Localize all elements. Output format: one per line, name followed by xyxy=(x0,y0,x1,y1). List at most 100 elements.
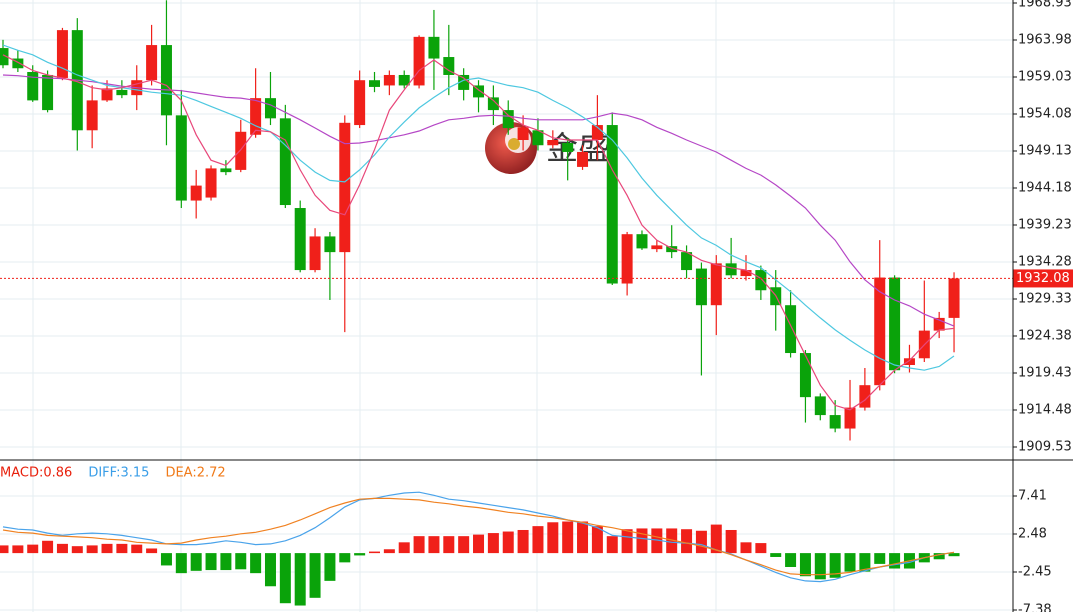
candle-body xyxy=(383,74,395,86)
histogram-bar xyxy=(577,521,589,554)
histogram-bar xyxy=(205,553,217,571)
histogram-bar xyxy=(294,553,306,606)
histogram-bar xyxy=(383,549,395,554)
histogram-bar xyxy=(651,528,663,554)
histogram-bar xyxy=(0,545,9,554)
candle-body xyxy=(874,277,886,386)
histogram-bar xyxy=(591,526,603,554)
histogram-bar xyxy=(473,534,485,554)
y-tick-label: 1924.38 xyxy=(1018,328,1072,343)
candle-body xyxy=(235,131,247,170)
y-tick-label: 1959.03 xyxy=(1018,69,1072,84)
y-tick-label: 1963.98 xyxy=(1018,32,1072,47)
histogram-bar xyxy=(160,553,172,566)
candle-body xyxy=(948,278,960,318)
legend-label: MACD: xyxy=(0,466,43,481)
candle-body xyxy=(12,58,24,69)
candle-body xyxy=(903,358,915,365)
histogram-bar xyxy=(398,542,410,554)
candle-body xyxy=(740,270,752,277)
candle-body xyxy=(86,100,98,131)
histogram-bar xyxy=(487,533,499,554)
candle-body xyxy=(42,74,54,111)
y-tick-label: 1954.08 xyxy=(1018,106,1072,121)
grid xyxy=(0,0,1013,612)
histogram-bar xyxy=(755,543,767,554)
histogram-bar xyxy=(740,542,752,554)
candle-body xyxy=(636,234,648,249)
legend-value: 2.72 xyxy=(197,466,226,481)
candle-body xyxy=(547,140,559,146)
candle-body xyxy=(443,57,455,75)
candle-body xyxy=(502,110,514,129)
histogram-bar xyxy=(56,543,68,554)
y-tick-label: 7.41 xyxy=(1018,488,1047,503)
candle-body xyxy=(829,415,841,429)
line xyxy=(2,497,955,576)
histogram-bar xyxy=(859,553,871,572)
candle-body xyxy=(606,125,618,284)
y-tick-label: 1909.53 xyxy=(1018,439,1072,454)
candle-body xyxy=(264,98,276,119)
candle-body xyxy=(785,305,797,354)
candle-body xyxy=(933,317,945,331)
histogram-bar xyxy=(354,553,366,556)
candle-body xyxy=(428,36,440,59)
candle-body xyxy=(844,407,856,429)
candle-body xyxy=(532,130,544,146)
y-tick-label: -2.45 xyxy=(1018,564,1052,579)
candle-body xyxy=(175,115,187,201)
candle-body xyxy=(279,118,291,206)
candle-body xyxy=(294,208,306,271)
histogram-bar xyxy=(829,553,841,578)
candle-body xyxy=(27,71,39,101)
histogram-bar xyxy=(532,526,544,554)
candle-body xyxy=(591,125,603,141)
histogram-bar xyxy=(324,553,336,581)
legend-value: 0.86 xyxy=(43,466,72,481)
legend-label: DEA: xyxy=(165,466,196,481)
histogram-bar xyxy=(517,529,529,554)
y-tick-label: 1939.23 xyxy=(1018,217,1072,232)
histogram-bar xyxy=(799,553,811,577)
histogram-bar xyxy=(190,553,202,571)
y-tick-label: 1944.18 xyxy=(1018,180,1072,195)
candle-body xyxy=(190,185,202,201)
candle-body xyxy=(146,45,158,81)
histogram-bar xyxy=(264,553,276,587)
candle-body xyxy=(413,36,425,86)
candle-body xyxy=(695,268,707,306)
histogram-bar xyxy=(279,553,291,604)
histogram-bar xyxy=(369,551,380,554)
histogram-bar xyxy=(27,544,39,554)
histogram-bar xyxy=(547,522,559,554)
histogram-bar xyxy=(220,553,232,571)
last-price-box xyxy=(1013,269,1073,288)
candle-body xyxy=(889,277,901,371)
candle-body xyxy=(487,97,499,111)
candle-body xyxy=(725,263,737,276)
candle-body xyxy=(799,353,811,398)
histogram-bar xyxy=(889,553,901,569)
histogram-bar xyxy=(681,529,693,554)
candle-body xyxy=(324,236,336,253)
histogram-bar xyxy=(636,528,648,554)
histogram-bar xyxy=(12,545,24,554)
candle-body xyxy=(755,270,767,291)
candle-body xyxy=(369,80,380,87)
histogram-bar xyxy=(101,543,113,554)
candle-body xyxy=(473,85,485,98)
line xyxy=(2,54,955,411)
histogram-bar xyxy=(458,536,470,554)
candle-body xyxy=(354,80,366,126)
y-tick-label: 1968.93 xyxy=(1018,0,1072,10)
y-tick-label: 2.48 xyxy=(1018,526,1047,541)
candle-body xyxy=(220,168,232,173)
line xyxy=(2,491,955,583)
histogram-bar xyxy=(235,553,247,570)
y-tick-label: 1934.28 xyxy=(1018,254,1072,269)
histogram-bar xyxy=(621,529,633,554)
histogram-bar xyxy=(948,553,960,557)
